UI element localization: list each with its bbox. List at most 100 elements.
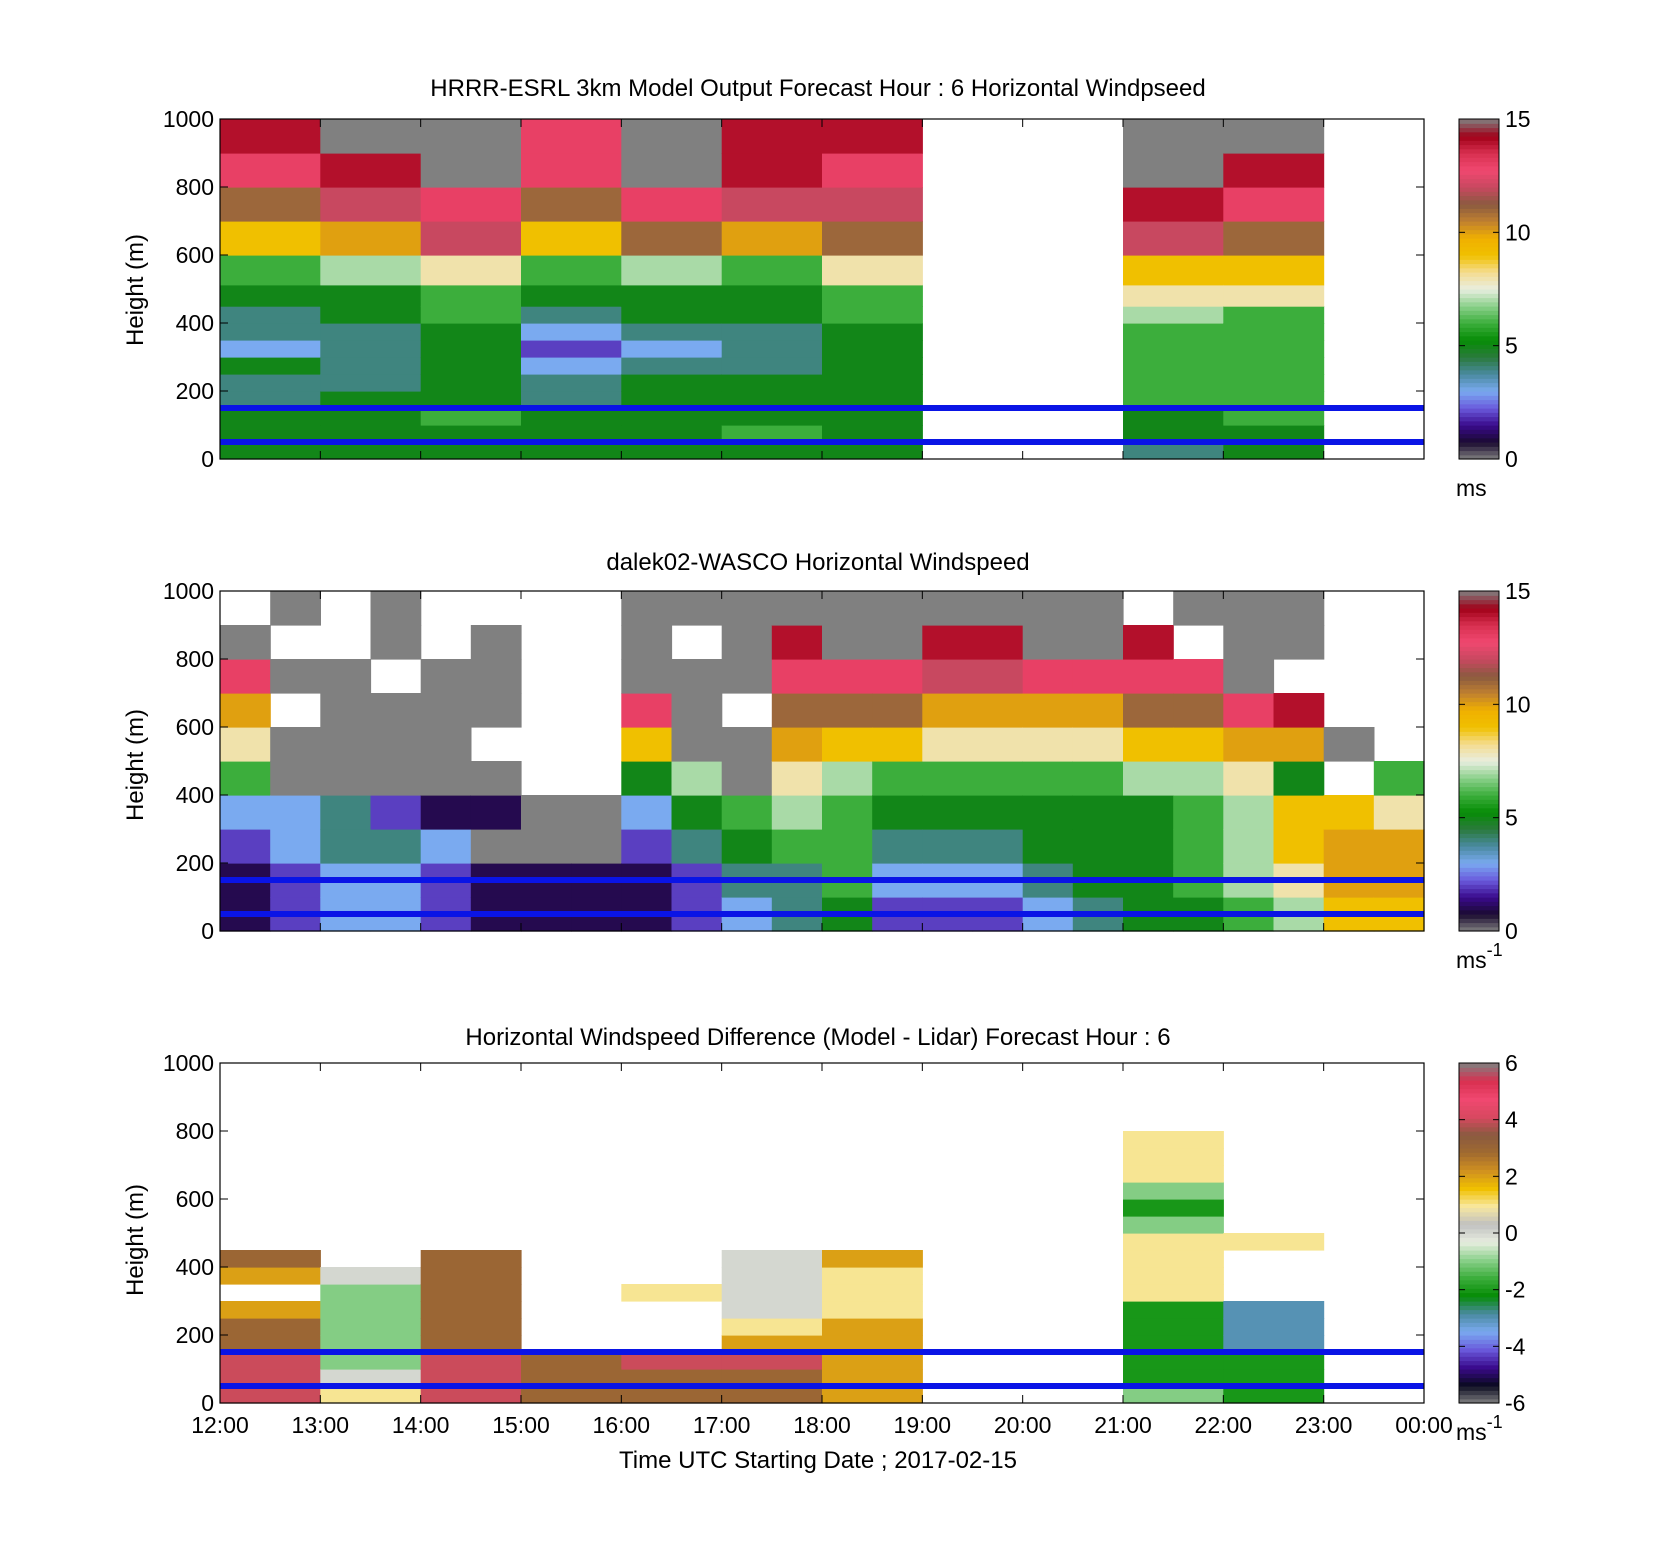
colorbar-segment: [1459, 1381, 1499, 1387]
colorbar-segment: [1459, 1143, 1499, 1149]
heatmap-cell: [1223, 187, 1325, 222]
colorbar-segment: [1459, 591, 1499, 596]
heatmap-cell: [621, 659, 673, 694]
heatmap-cell: [621, 829, 673, 864]
heatmap-cell: [822, 1318, 923, 1336]
heatmap-cell: [521, 284, 622, 307]
x-tick-label: 21:00: [1094, 1412, 1152, 1438]
colorbar-tick-label: -4: [1505, 1333, 1526, 1359]
heatmap-cell: [822, 374, 923, 392]
heatmap-cell: [320, 795, 372, 830]
colorbar-segment: [1459, 663, 1499, 669]
heatmap-cell: [370, 693, 422, 728]
heatmap-cell: [1123, 442, 1224, 460]
colorbar-segment: [1459, 599, 1499, 605]
colorbar-segment: [1459, 361, 1499, 367]
x-tick-label: 13:00: [292, 1412, 350, 1438]
heatmap-cell: [1173, 761, 1224, 796]
colorbar-segment: [1459, 344, 1499, 350]
heatmap-cell: [1123, 795, 1174, 830]
heatmap-cell: [1223, 625, 1275, 660]
heatmap-cell: [1173, 829, 1224, 864]
colorbar-segment: [1459, 1177, 1499, 1183]
heatmap-cell: [621, 153, 723, 188]
heatmap-cell: [972, 625, 1024, 660]
heatmap-cell: [470, 829, 522, 864]
colorbar-segment: [1459, 1220, 1499, 1226]
heatmap-cell: [671, 727, 723, 762]
x-tick-label: 23:00: [1295, 1412, 1353, 1438]
colorbar-segment: [1459, 140, 1499, 146]
heatmap-cell: [220, 1267, 321, 1285]
heatmap-cell: [420, 1386, 522, 1404]
heatmap-cell: [1323, 829, 1375, 864]
colorbar-segment: [1459, 433, 1499, 439]
heatmap-cell: [822, 425, 923, 443]
heatmap-cell: [1123, 187, 1224, 222]
heatmap-cell: [521, 1369, 622, 1387]
heatmap-cell: [1273, 693, 1325, 728]
colorbar-segment: [1459, 416, 1499, 422]
heatmap-cell: [1223, 693, 1275, 728]
heatmap-cell: [220, 119, 321, 154]
colorbar-segment: [1459, 420, 1499, 426]
heatmap-cell: [1223, 153, 1325, 188]
heatmap-cell: [220, 659, 271, 694]
colorbar-segment: [1459, 272, 1499, 277]
heatmap-cell: [922, 829, 974, 864]
heatmap-cell: [1123, 1165, 1224, 1183]
heatmap-cell: [1223, 284, 1325, 307]
heatmap-cell: [1072, 659, 1124, 694]
heatmap-cell: [420, 1301, 522, 1319]
colorbar-segment: [1459, 1343, 1499, 1349]
heatmap-cell: [721, 221, 823, 256]
colorbar-segment: [1459, 289, 1499, 294]
heatmap-cell: [220, 1369, 321, 1387]
colorbar-segment: [1459, 246, 1499, 252]
heatmap-cell: [922, 795, 974, 830]
heatmap-cell: [1123, 1182, 1224, 1200]
heatmap-cell: [1223, 829, 1275, 864]
heatmap-cell: [822, 1267, 923, 1285]
colorbar-segment: [1459, 1207, 1499, 1213]
x-tick-label: 20:00: [994, 1412, 1052, 1438]
heatmap-cell: [420, 1352, 522, 1370]
colorbar-segment: [1459, 693, 1499, 698]
heatmap-cell: [822, 391, 923, 409]
colorbar-segment: [1459, 382, 1499, 388]
colorbar-segment: [1459, 1169, 1499, 1175]
heatmap-cell: [320, 119, 422, 154]
heatmap-cell: [1123, 659, 1174, 694]
heatmap-cell: [470, 693, 522, 728]
heatmap-cell: [1223, 1369, 1325, 1387]
heatmap-cell: [220, 1352, 321, 1370]
colorbar-segment: [1459, 905, 1499, 911]
colorbar-tick-label: 15: [1505, 578, 1531, 604]
colorbar-segment: [1459, 769, 1499, 775]
colorbar-segment: [1459, 1233, 1499, 1238]
colorbar-segment: [1459, 1241, 1499, 1247]
colorbar-segment: [1459, 1292, 1499, 1298]
heatmap-cell: [420, 119, 522, 154]
y-tick-label: 800: [176, 1118, 214, 1144]
heatmap-cell: [320, 1335, 422, 1353]
heatmap-cell: [1273, 727, 1325, 762]
colorbar-segment: [1459, 701, 1499, 707]
colorbar-segment: [1459, 165, 1499, 171]
colorbar-segment: [1459, 761, 1499, 766]
heatmap-cell: [420, 221, 522, 256]
heatmap-cell: [470, 659, 522, 694]
colorbar-segment: [1459, 1313, 1499, 1319]
colorbar-tick-label: 10: [1505, 219, 1531, 245]
heatmap-cell: [822, 408, 923, 426]
colorbar-tick-label: 0: [1505, 1220, 1518, 1246]
heatmap-cell: [420, 1318, 522, 1336]
colorbar-segment: [1459, 629, 1499, 635]
x-tick-label: 22:00: [1195, 1412, 1253, 1438]
colorbar-segment: [1459, 1097, 1499, 1102]
heatmap-cell: [972, 693, 1024, 728]
heatmap-cell: [822, 727, 873, 762]
heatmap-cell: [822, 221, 923, 256]
